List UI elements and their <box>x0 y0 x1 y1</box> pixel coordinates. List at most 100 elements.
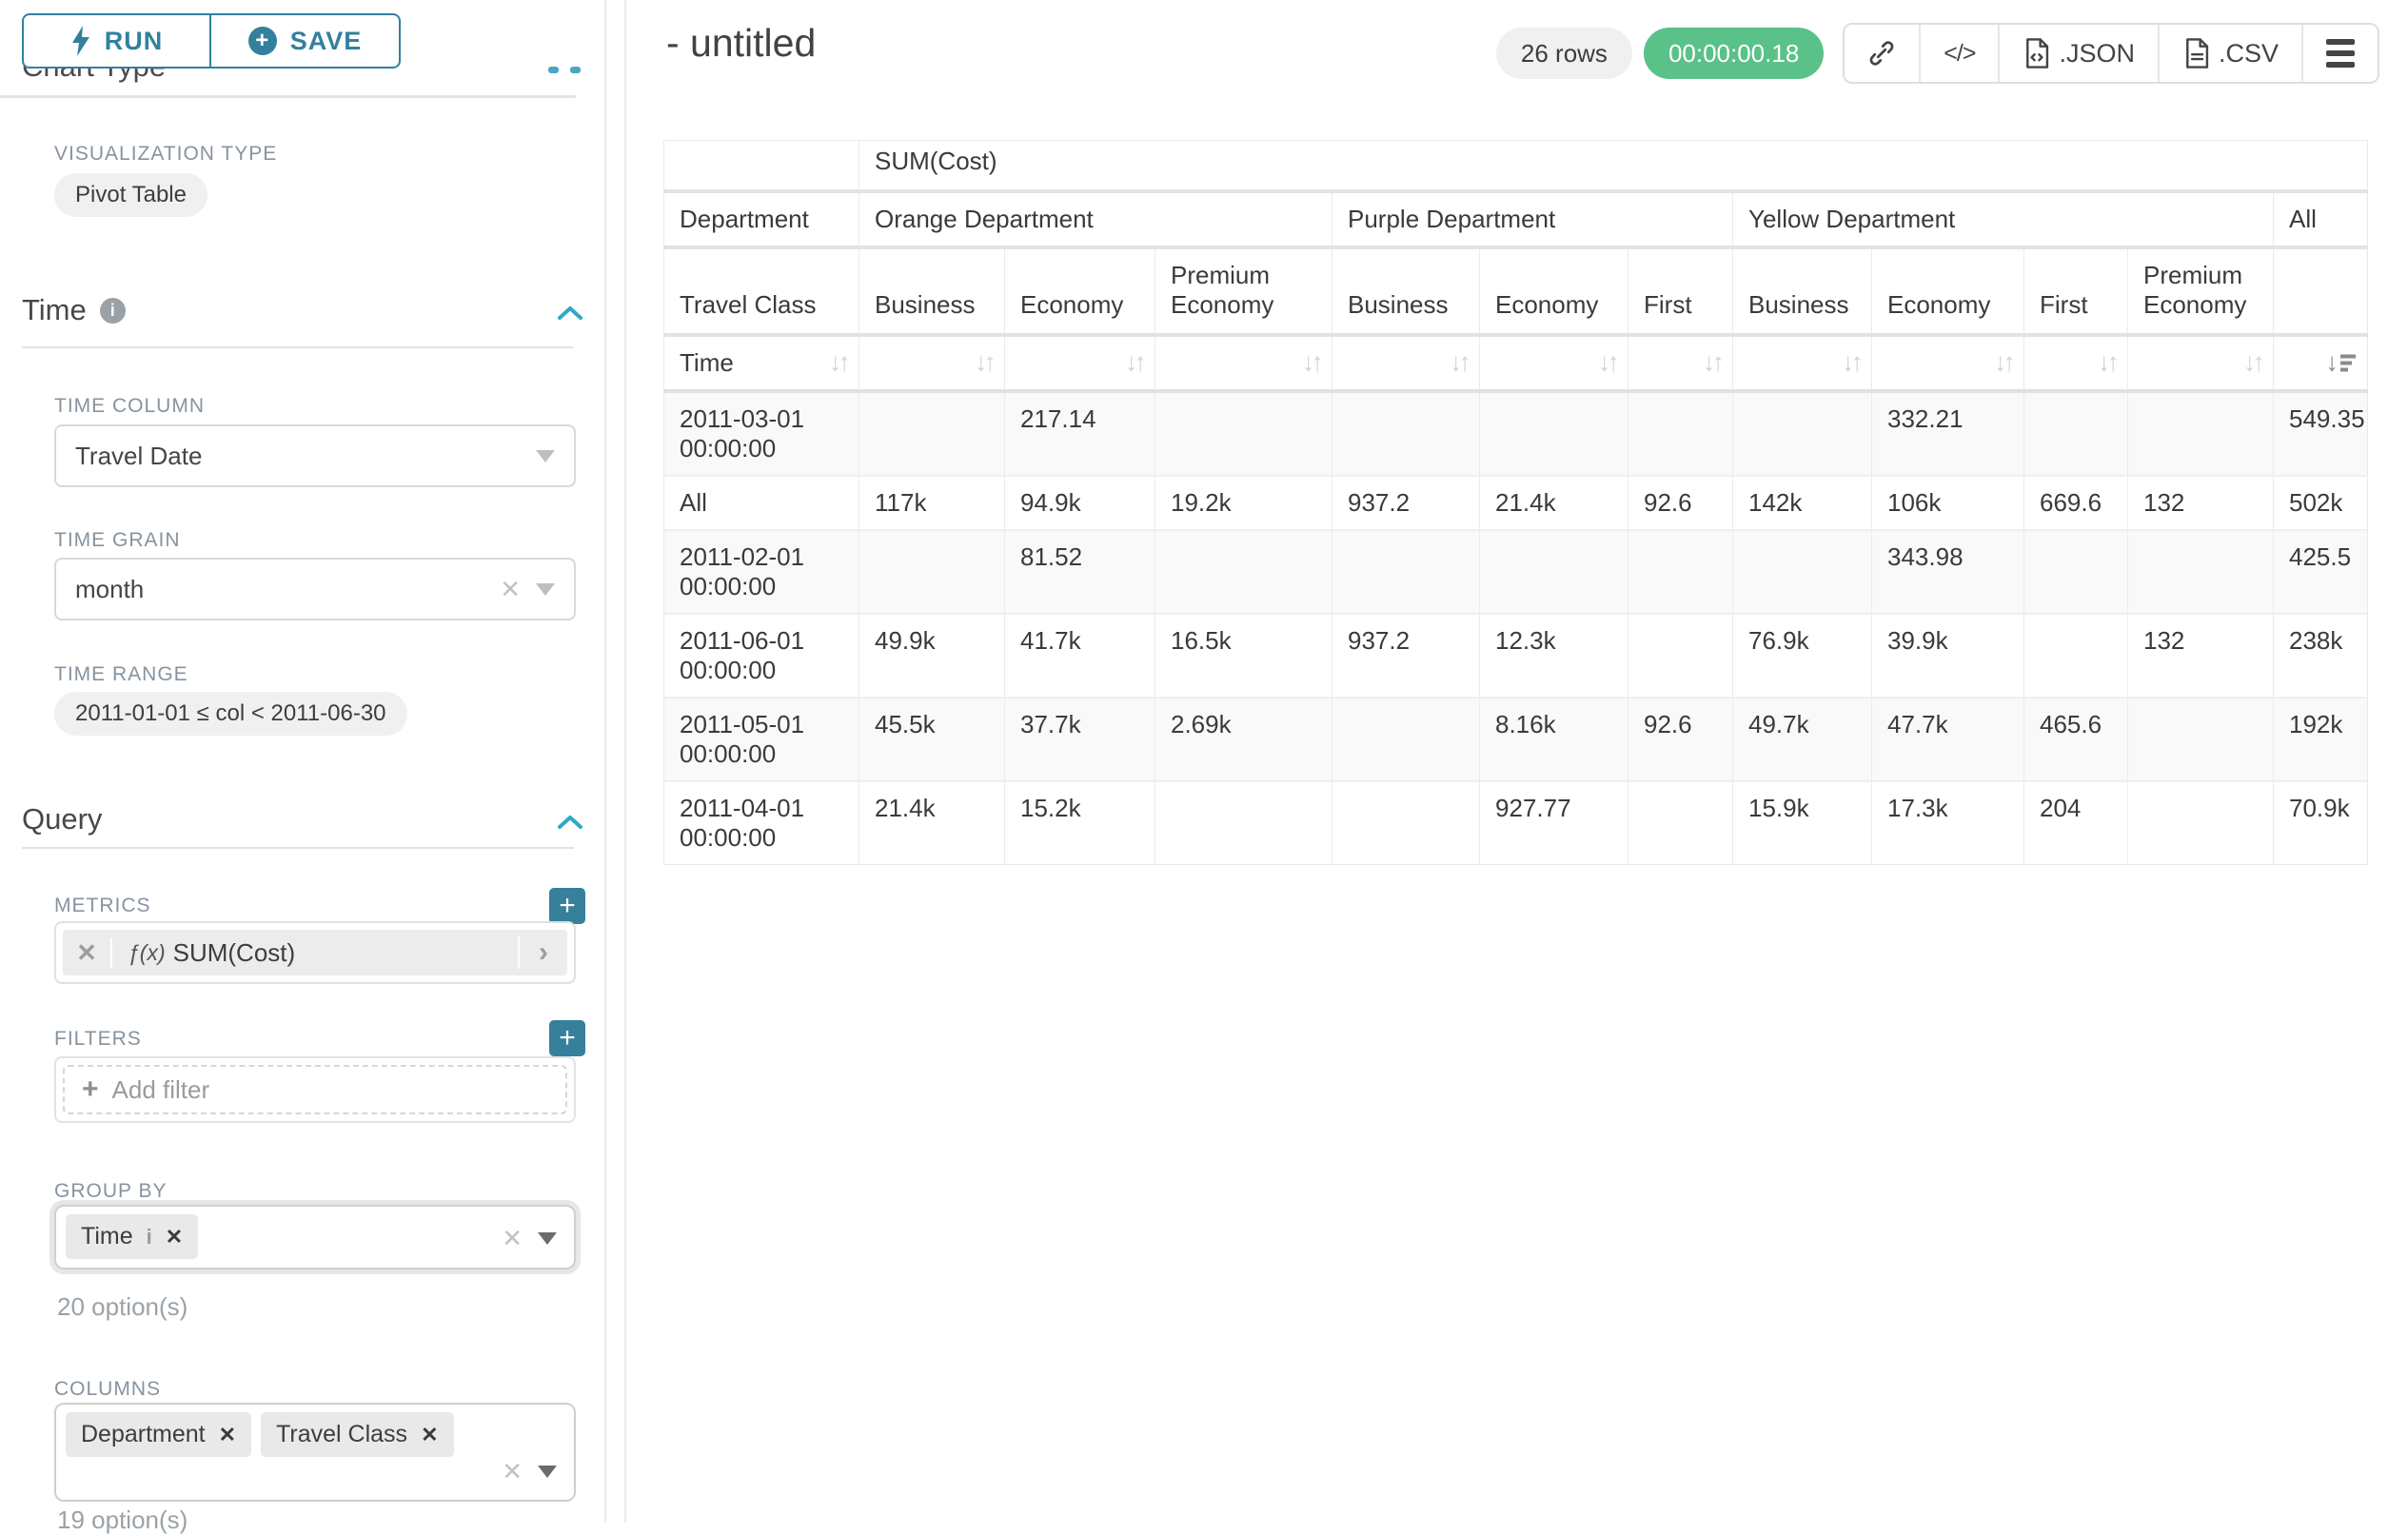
pivot-sort-cell[interactable]: ↓↑ <box>1332 332 1480 393</box>
pivot-cell: 549.35 <box>2273 389 2368 476</box>
pivot-cell <box>1155 528 1332 614</box>
time-column-select[interactable]: Travel Date <box>54 424 576 487</box>
pivot-sort-cell[interactable]: ↓↑ <box>2127 332 2274 393</box>
pivot-sort-cell[interactable]: ↓↑ <box>859 332 1005 393</box>
add-metric-button[interactable]: + <box>549 888 585 924</box>
pivot-cell: 132 <box>2127 612 2274 698</box>
filters-container: + Add filter <box>54 1056 576 1123</box>
select-tag[interactable]: Time i ✕ <box>66 1214 199 1259</box>
pivot-cell <box>1732 528 1872 614</box>
pivot-cell <box>1332 389 1480 476</box>
group-by-select[interactable]: Time i ✕ ✕ <box>54 1205 576 1269</box>
pivot-cell: 81.52 <box>1004 528 1155 614</box>
pivot-data-row: 2011-03-01 00:00:00 217.14 332.21 549.35 <box>663 389 2368 476</box>
chevron-right-icon[interactable]: › <box>518 936 567 969</box>
pivot-sort-cell[interactable]: ↓↑ <box>1479 332 1628 393</box>
metric-pill[interactable]: ✕ ƒ(x) SUM(Cost) › <box>63 930 567 975</box>
row-count-badge: 26 rows <box>1495 28 1632 79</box>
pivot-cell: 21.4k <box>859 779 1005 865</box>
remove-tag-icon[interactable]: ✕ <box>218 1422 237 1446</box>
tag-label: Department <box>81 1421 206 1447</box>
chevron-up-icon[interactable] <box>557 305 583 322</box>
pivot-row-header: 2011-03-01 00:00:00 <box>663 389 859 476</box>
time-grain-select[interactable]: month ✕ <box>54 558 576 620</box>
columns-option-count: 19 option(s) <box>57 1505 188 1534</box>
sort-icon[interactable]: ↓↑ <box>1703 347 1725 377</box>
caret-down-icon[interactable] <box>538 1232 557 1245</box>
pivot-sort-cell[interactable]: ↓↑ <box>1871 332 2024 393</box>
pivot-sort-cell[interactable]: ↓ <box>2273 332 2368 393</box>
info-icon: i <box>146 1224 152 1249</box>
pivot-metric-header: SUM(Cost) <box>859 140 2368 191</box>
sort-desc-icon[interactable]: ↓ <box>2326 348 2356 378</box>
columns-select[interactable]: Department ✕ Travel Class ✕ ✕ <box>54 1403 576 1502</box>
add-filter-button[interactable]: + <box>549 1020 585 1056</box>
caret-down-icon[interactable] <box>538 1466 557 1478</box>
pivot-cell <box>2127 696 2274 781</box>
caret-down-icon <box>536 582 555 596</box>
sort-icon[interactable]: ↓↑ <box>1994 347 2016 377</box>
export-json-button[interactable]: .JSON <box>2000 25 2160 82</box>
clear-icon[interactable]: ✕ <box>502 1457 523 1486</box>
sort-icon[interactable]: ↓↑ <box>975 347 997 377</box>
save-button[interactable]: + SAVE <box>211 13 401 69</box>
remove-metric-icon[interactable]: ✕ <box>63 937 112 968</box>
pivot-cell: 332.21 <box>1871 389 2024 476</box>
pivot-sort-cell[interactable]: ↓↑ <box>1628 332 1733 393</box>
pivot-cell: 92.6 <box>1628 696 1733 781</box>
pivot-data-row: 2011-02-01 00:00:00 81.52 343.98 425.5 <box>663 528 2368 614</box>
run-button[interactable]: RUN <box>22 13 211 69</box>
header-controls: 26 rows 00:00:00.18 </> .JSON .CSV <box>1495 23 2379 84</box>
section-divider <box>22 346 574 348</box>
pivot-sort-cell[interactable]: Time ↓↑ <box>663 332 859 393</box>
pivot-cell <box>2023 528 2128 614</box>
pivot-cell <box>1332 696 1480 781</box>
select-tag[interactable]: Department ✕ <box>66 1412 252 1457</box>
caret-down-icon <box>536 449 555 462</box>
remove-tag-icon[interactable]: ✕ <box>165 1224 184 1249</box>
info-icon[interactable]: i <box>99 297 126 324</box>
share-link-button[interactable] <box>1845 25 1922 82</box>
select-tag[interactable]: Travel Class ✕ <box>261 1412 454 1457</box>
time-column-label: TIME COLUMN <box>54 395 205 417</box>
sort-icon[interactable]: ↓↑ <box>1302 347 1324 377</box>
panel-resizer[interactable] <box>606 0 626 1523</box>
pivot-cell: 45.5k <box>859 696 1005 781</box>
columns-tags: Department ✕ Travel Class ✕ <box>66 1412 564 1457</box>
time-column-value: Travel Date <box>75 441 203 470</box>
sort-icon[interactable]: ↓↑ <box>1598 347 1620 377</box>
add-filter-dropzone[interactable]: + Add filter <box>63 1065 567 1114</box>
filters-label: FILTERS <box>54 1028 142 1050</box>
sort-icon[interactable]: ↓↑ <box>2243 347 2265 377</box>
clear-icon[interactable]: ✕ <box>500 574 521 603</box>
sort-icon[interactable]: ↓↑ <box>1125 347 1147 377</box>
chevron-up-icon[interactable] <box>557 814 583 831</box>
sort-icon[interactable]: ↓↑ <box>829 347 851 377</box>
view-query-button[interactable]: </> <box>1921 25 2001 82</box>
group-by-label: GROUP BY <box>54 1180 168 1202</box>
chart-title[interactable]: - untitled <box>666 21 817 65</box>
sort-icon[interactable]: ↓↑ <box>1450 347 1471 377</box>
visualization-type-pill[interactable]: Pivot Table <box>54 173 207 217</box>
remove-tag-icon[interactable]: ✕ <box>421 1422 439 1446</box>
export-csv-button[interactable]: .CSV <box>2159 25 2303 82</box>
pivot-sort-cell[interactable]: ↓↑ <box>2023 332 2128 393</box>
pivot-col-header: First <box>2023 245 2128 335</box>
time-range-pill[interactable]: 2011-01-01 ≤ col < 2011-06-30 <box>54 692 407 736</box>
pivot-cell: 17.3k <box>1871 779 2024 865</box>
pivot-cell <box>1479 528 1628 614</box>
sort-icon[interactable]: ↓↑ <box>1842 347 1864 377</box>
metrics-label: METRICS <box>54 895 151 916</box>
pivot-cell <box>2023 612 2128 698</box>
pivot-table-container: SUM(Cost) Department Orange Department Purp… <box>663 140 2368 865</box>
clear-icon[interactable]: ✕ <box>502 1224 523 1252</box>
menu-button[interactable] <box>2303 25 2378 82</box>
pivot-cell <box>1628 528 1733 614</box>
pivot-sort-cell[interactable]: ↓↑ <box>1732 332 1872 393</box>
function-icon: ƒ(x) <box>128 939 166 965</box>
pivot-sort-cell[interactable]: ↓↑ <box>1004 332 1155 393</box>
metric-value: SUM(Cost) <box>172 937 296 967</box>
pivot-sort-cell[interactable]: ↓↑ <box>1155 332 1332 393</box>
sort-icon[interactable]: ↓↑ <box>2098 347 2120 377</box>
pivot-cell: 76.9k <box>1732 612 1872 698</box>
